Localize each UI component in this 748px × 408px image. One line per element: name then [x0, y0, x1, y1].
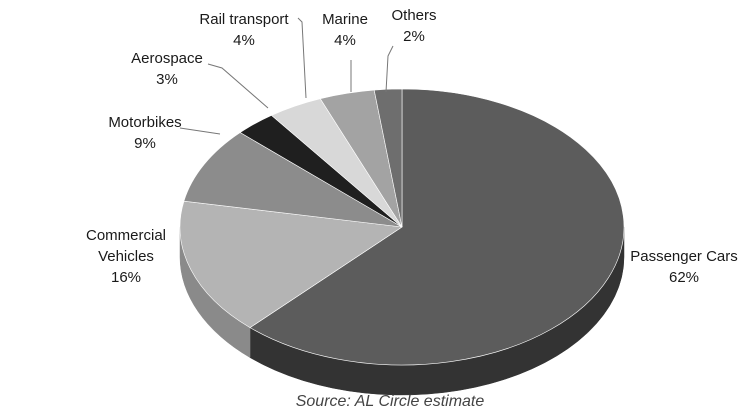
- leader-line-motorbikes: [179, 127, 221, 135]
- slice-name-label: Passenger Cars: [630, 248, 738, 265]
- slice-value-label: 3%: [156, 71, 178, 88]
- slice-name-label: Aerospace: [131, 50, 203, 67]
- label-leader-lines: [179, 17, 394, 135]
- slice-name-label: Vehicles: [98, 248, 154, 265]
- slice-value-label: 4%: [334, 32, 356, 49]
- slice-name-label: Rail transport: [199, 11, 289, 28]
- slice-name-label: Motorbikes: [108, 114, 181, 131]
- leader-line-others: [385, 45, 394, 93]
- slice-label-passenger-cars: Passenger Cars 62%: [630, 248, 738, 286]
- slice-name-label: Marine: [322, 11, 368, 28]
- slice-value-label: 16%: [111, 269, 141, 286]
- slice-value-label: 62%: [669, 269, 699, 286]
- slice-value-label: 9%: [134, 135, 156, 152]
- slice-label-others: Others 2%: [391, 7, 436, 45]
- slice-others: [373, 88, 403, 228]
- slice-commercial-vehicles: [179, 200, 403, 328]
- slice-name-label: Commercial: [86, 227, 166, 244]
- slice-name-label: Others: [391, 7, 436, 24]
- slice-value-label: 2%: [403, 28, 425, 45]
- slice-value-label: 4%: [233, 32, 255, 49]
- chart-source: Source: AL Circle estimate: [296, 393, 485, 408]
- pie-slices: [179, 88, 625, 366]
- slice-label-aerospace: Aerospace 3%: [131, 50, 203, 88]
- slice-label-commercial-vehicles: Commercial Vehicles 16%: [86, 227, 166, 286]
- slice-labels: Passenger Cars 62% Commercial Vehicles 16% Mo…: [86, 7, 738, 286]
- slice-passenger-cars: [249, 88, 625, 366]
- slice-label-motorbikes: Motorbikes 9%: [108, 114, 181, 152]
- slice-label-rail-transport: Rail transport 4%: [199, 11, 289, 49]
- leader-line-rail-transport: [297, 17, 307, 99]
- slice-motorbikes: [183, 132, 403, 228]
- slice-label-marine: Marine 4%: [322, 11, 368, 49]
- leader-line-aerospace: [207, 63, 269, 109]
